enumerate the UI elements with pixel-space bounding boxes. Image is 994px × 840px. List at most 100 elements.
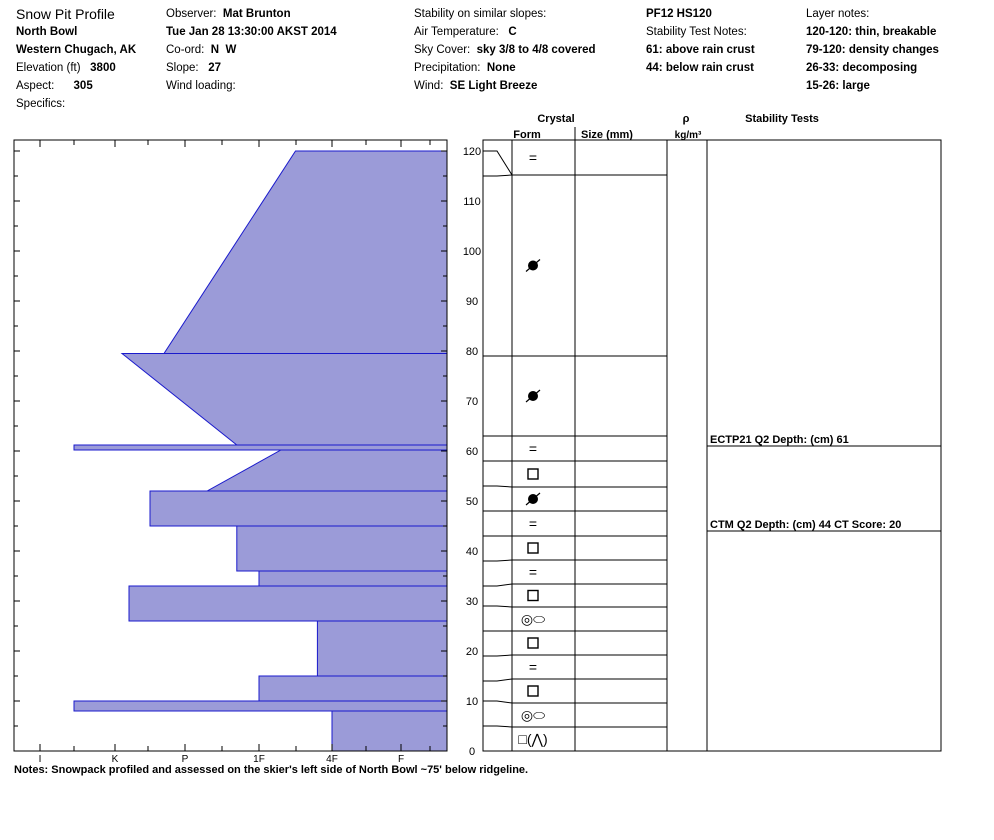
form-symbol-8: = [529,564,537,580]
location: North Bowl [16,26,78,38]
form-symbol-4 [527,468,539,480]
form-symbol-1 [525,259,541,272]
density-units: kg/m³ [675,130,702,141]
density-header: ρ [683,113,690,125]
wind-value: SE Light Breeze [449,80,538,92]
layer-rows: = = = = ◎⬭ = ◎⬭ □(⋀) [483,150,667,747]
depth-label-50: 50 [466,496,478,508]
stability-note-1: 61: above rain crust [646,44,755,56]
datetime: Tue Jan 28 13:30:00 AKST 2014 [166,26,337,38]
pit-id: PF12 HS120 [646,8,712,20]
coord-label: Co-ord: [166,44,205,56]
depth-label-70: 70 [466,396,478,408]
air-temp-label: Air Temperature: [414,26,499,38]
form-symbol-15: □(⋀) [518,731,547,747]
size-header: Size (mm) [581,129,633,141]
hardness-label-F: F [398,754,404,765]
form-symbol-3: = [529,441,537,457]
hardness-layer-1 [120,353,448,446]
form-symbol-12: = [529,659,537,675]
hardness-layer-6 [258,570,448,587]
hardness-frame [13,139,448,752]
hardness-label-K: K [112,754,119,765]
layer-boundary-4 [483,485,667,488]
layer-boundary-11 [483,654,667,657]
slope-label: Slope: [166,62,199,74]
hardness-layer-9 [258,675,448,702]
stability-notes-label: Stability Test Notes: [646,26,747,38]
depth-label-110: 110 [463,196,481,208]
layer-boundary-14 [483,725,667,728]
hardness-layer-0 [163,150,448,354]
depth-label-60: 60 [466,446,478,458]
header-col4: PF12 HS120 Stability Test Notes: 61: abo… [646,5,755,77]
depth-label-90: 90 [466,296,478,308]
layer-boundary-8 [483,583,667,587]
stability-test-label-0: ECTP21 Q2 Depth: (cm) 61 [710,434,849,446]
hardness-label-4F: 4F [326,754,338,765]
stability-note-2: 44: below rain crust [646,62,755,74]
sky-label: Sky Cover: [414,44,471,56]
crystal-header: Crystal [537,113,574,125]
layer-boundary-9 [483,605,667,608]
hardness-layer-11 [331,710,448,752]
depth-label-10: 10 [466,696,478,708]
hardness-layer-10 [73,700,448,712]
wind-loading-label: Wind loading: [166,80,236,92]
notes: Notes: Snowpack profiled and assessed on… [14,764,529,776]
observer-value: Mat Brunton [222,8,291,20]
depth-label-120: 120 [463,146,481,158]
depth-label-40: 40 [466,546,478,558]
depth-label-80: 80 [466,346,478,358]
hardness-label-I: I [39,754,42,765]
header-col2: Observer: Mat Brunton Tue Jan 28 13:30:0… [166,5,337,95]
hardness-layer-3 [205,449,448,492]
form-symbol-2-slash [525,389,541,403]
hardness-ticks: I K P 1F 4F F [39,140,431,765]
form-symbol-13 [527,685,539,697]
form-symbol-9 [527,589,539,602]
coord-value: N W [210,44,237,56]
header-col5: Layer notes: 120-120: thin, breakable 79… [806,5,939,95]
page-title: Snow Pit Profile [16,6,115,22]
elevation-label: Elevation (ft) [16,62,81,74]
layer-note-1: 120-120: thin, breakable [806,26,937,38]
hardness-plot [73,150,448,752]
hardness-layer-2 [73,444,448,451]
header-col3: Stability on similar slopes: Air Tempera… [414,5,596,95]
form-symbol-0: = [529,150,537,166]
depth-label-30: 30 [466,596,478,608]
depth-axis: 0 10 20 30 40 50 60 70 80 90 100 110 120 [14,146,481,758]
layer-notes-label: Layer notes: [806,8,870,20]
form-symbol-1-slash [525,259,541,272]
air-temp-value: C [508,26,517,38]
header-col1: Snow Pit Profile North Bowl Western Chug… [16,5,136,113]
layer-boundary-12 [483,678,667,682]
layer-note-2: 79-120: density changes [806,44,939,56]
depth-label-0: 0 [469,746,475,758]
depth-label-100: 100 [463,246,481,258]
layer-note-4: 15-26: large [806,80,870,92]
precip-value: None [486,62,516,74]
layer-boundary-7 [483,559,667,562]
form-symbol-14: ◎⬭ [521,707,545,723]
observer-label: Observer: [166,8,217,20]
stability-test-label-1: CTM Q2 Depth: (cm) 44 CT Score: 20 [710,519,901,531]
stability-tests-header: Stability Tests [745,113,819,125]
hardness-layer-7 [128,585,448,622]
hardness-label-P: P [182,754,189,765]
form-symbol-5 [525,492,541,506]
layer-boundary-13 [483,700,667,704]
form-symbol-7 [527,542,539,554]
hardness-layer-4 [149,490,448,527]
form-header: Form [513,129,541,141]
stability-label: Stability on similar slopes: [414,8,547,20]
sky-value: sky 3/8 to 4/8 covered [476,44,596,56]
aspect-label: Aspect: [16,80,55,92]
precip-label: Precipitation: [414,62,481,74]
layer-boundary-top [483,150,513,176]
depth-label-20: 20 [466,646,478,658]
form-symbol-6: = [529,516,537,532]
elevation-row: Elevation (ft) 3800 [16,59,136,77]
